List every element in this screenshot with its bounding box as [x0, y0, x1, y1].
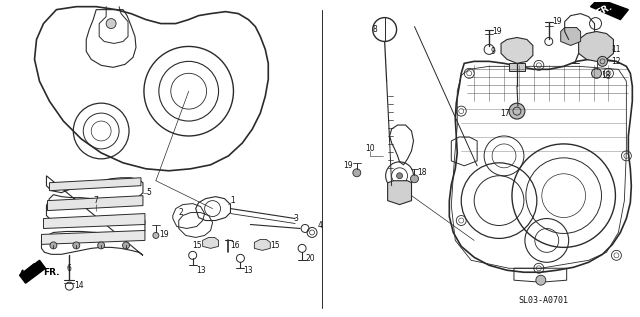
Text: 19: 19	[492, 27, 502, 36]
Circle shape	[353, 169, 361, 177]
Text: 5: 5	[147, 188, 151, 197]
Text: 16: 16	[230, 241, 240, 250]
Circle shape	[73, 242, 80, 249]
Text: 12: 12	[612, 57, 621, 66]
Text: 19: 19	[552, 17, 561, 26]
Text: 18: 18	[417, 168, 426, 177]
Polygon shape	[388, 181, 412, 204]
Polygon shape	[47, 196, 143, 210]
Polygon shape	[42, 230, 145, 244]
Circle shape	[106, 19, 116, 29]
Polygon shape	[501, 37, 533, 63]
Text: 6: 6	[67, 264, 72, 273]
Text: 4: 4	[317, 221, 323, 230]
Text: 11: 11	[612, 45, 621, 54]
Text: 15: 15	[192, 241, 202, 250]
Text: FR.: FR.	[44, 268, 60, 277]
Text: 3: 3	[294, 214, 299, 223]
Text: 18: 18	[601, 71, 610, 80]
Circle shape	[98, 242, 105, 249]
Text: 10: 10	[365, 145, 374, 153]
Polygon shape	[44, 214, 145, 229]
Circle shape	[397, 173, 403, 179]
Text: SL03-A0701: SL03-A0701	[519, 296, 569, 305]
Text: 13: 13	[244, 266, 253, 275]
Circle shape	[153, 232, 159, 238]
Polygon shape	[509, 63, 525, 71]
Polygon shape	[203, 237, 218, 248]
Circle shape	[536, 275, 546, 285]
Polygon shape	[49, 178, 141, 191]
Circle shape	[50, 242, 57, 249]
Text: 9: 9	[491, 47, 495, 56]
Polygon shape	[591, 0, 628, 20]
Text: 15: 15	[271, 241, 280, 250]
Circle shape	[591, 68, 602, 78]
Polygon shape	[579, 31, 613, 61]
Text: 19: 19	[159, 230, 169, 239]
Circle shape	[410, 175, 419, 183]
Polygon shape	[20, 260, 45, 283]
Text: FR.: FR.	[595, 2, 613, 17]
Text: 17: 17	[500, 109, 510, 118]
Circle shape	[598, 56, 607, 66]
Circle shape	[509, 103, 525, 119]
Text: 7: 7	[93, 196, 99, 205]
Text: 20: 20	[305, 254, 315, 263]
Text: 2: 2	[179, 208, 183, 217]
Text: 8: 8	[372, 25, 377, 34]
Text: 19: 19	[343, 161, 353, 170]
Text: 1: 1	[230, 196, 235, 205]
Text: 13: 13	[196, 266, 205, 275]
Circle shape	[122, 242, 129, 249]
Polygon shape	[561, 28, 580, 45]
Polygon shape	[254, 239, 270, 250]
Text: 14: 14	[74, 281, 84, 290]
